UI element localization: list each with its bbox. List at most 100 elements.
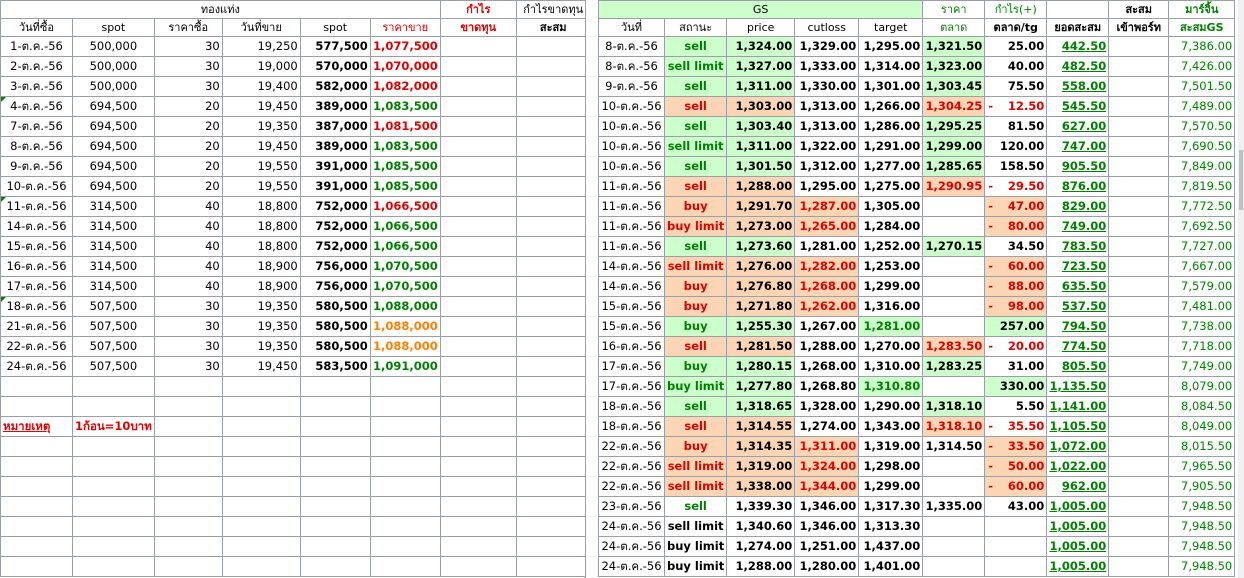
cum-total-cell[interactable]: 829.00 [1046,196,1110,217]
target-cell[interactable]: 1,299.00 [858,276,924,297]
empty-cell[interactable] [0,456,73,477]
scrollbar-thumb[interactable] [1239,150,1243,210]
sell-date-cell[interactable]: 18,800 [221,236,301,257]
status-cell[interactable]: buy limit [663,216,728,237]
profit-loss-cell[interactable] [439,316,517,337]
price-cell[interactable]: 1,288.00 [726,556,796,577]
empty-cell[interactable] [299,416,371,437]
profit-loss-cell[interactable] [439,196,517,217]
sell-date-cell[interactable]: 19,450 [221,136,301,157]
cutloss-cell[interactable]: 1,274.00 [794,416,860,437]
empty-cell[interactable] [0,376,73,397]
market-cell[interactable]: 1,270.15 [922,236,986,257]
status-cell[interactable]: sell [663,76,728,97]
cum-gs-cell[interactable]: 7,690.50 [1168,136,1236,157]
empty-cell[interactable] [299,496,371,517]
target-cell[interactable]: 1,277.00 [858,156,924,177]
port-cell[interactable] [1108,376,1170,397]
spot2-cell[interactable]: 756,000 [299,276,371,297]
sell-date-cell[interactable]: 19,350 [221,316,301,337]
empty-cell[interactable] [72,396,155,417]
cum-gs-cell[interactable]: 7,667.00 [1168,256,1236,277]
cutloss-cell[interactable]: 1,282.00 [794,256,860,277]
empty-cell[interactable] [369,436,441,457]
spot-cell[interactable]: 314,500 [72,276,155,297]
qty-cell[interactable]: 30 [153,76,223,97]
cutloss-cell[interactable]: 1,267.00 [794,316,860,337]
cum-gs-cell[interactable]: 7,489.00 [1168,96,1236,117]
profit-loss-cell[interactable] [439,176,517,197]
buy-date-cell[interactable]: 18-ต.ค.-56 [0,296,73,317]
status-cell[interactable]: buy [663,296,728,317]
empty-cell[interactable] [153,476,223,497]
buy-date-cell[interactable]: 16-ต.ค.-56 [0,256,73,277]
target-cell[interactable]: 1,401.00 [858,556,924,577]
sell-date-cell[interactable]: 19,350 [221,116,301,137]
cum-gs-cell[interactable]: 7,772.50 [1168,196,1236,217]
date-cell[interactable]: 16-ต.ค.-56 [598,336,665,357]
status-cell[interactable]: sell [663,416,728,437]
cutloss-cell[interactable]: 1,313.00 [794,116,860,137]
target-cell[interactable]: 1,252.00 [858,236,924,257]
market-cell[interactable]: 1,321.50 [922,36,986,57]
empty-cell[interactable] [369,476,441,497]
buy-date-cell[interactable]: 22-ต.ค.-56 [0,336,73,357]
cum-total-cell[interactable]: 876.00 [1046,176,1110,197]
sell-date-cell[interactable]: 19,550 [221,156,301,177]
port-cell[interactable] [1108,216,1170,237]
cum-gs-cell[interactable]: 8,084.50 [1168,396,1236,417]
empty-cell[interactable] [221,436,301,457]
port-cell[interactable] [1108,36,1170,57]
profit-cell[interactable]: 25.00 [984,36,1048,57]
date-cell[interactable]: 10-ต.ค.-56 [598,136,665,157]
spot-cell[interactable]: 507,500 [72,296,155,317]
cum-gs-cell[interactable]: 7,905.50 [1168,476,1236,497]
cum-total-cell[interactable]: 1,141.00 [1046,396,1110,417]
price-cell[interactable]: 1,288.00 [726,176,796,197]
status-cell[interactable]: buy [663,436,728,457]
spot2-cell[interactable]: 752,000 [299,196,371,217]
target-cell[interactable]: 1,343.00 [858,416,924,437]
target-cell[interactable]: 1,275.00 [858,176,924,197]
sell-date-cell[interactable]: 18,900 [221,276,301,297]
profit-cell[interactable]: 81.50 [984,116,1048,137]
cum-total-cell[interactable]: 1,005.00 [1046,556,1110,577]
qty-cell[interactable]: 40 [153,256,223,277]
profit-cell[interactable]: -29.50 [984,176,1048,197]
cutloss-cell[interactable]: 1,295.00 [794,176,860,197]
sell-price-cell[interactable]: 1,088,000 [369,336,441,357]
price-cell[interactable]: 1,338.00 [726,476,796,497]
price-cell[interactable]: 1,314.55 [726,416,796,437]
sell-date-cell[interactable]: 18,900 [221,256,301,277]
profit-cell[interactable]: -35.50 [984,416,1048,437]
profit-loss-cell[interactable] [439,156,517,177]
price-cell[interactable]: 1,327.00 [726,56,796,77]
cutloss-cell[interactable]: 1,311.00 [794,436,860,457]
date-cell[interactable]: 11-ต.ค.-56 [598,196,665,217]
spot-cell[interactable]: 694,500 [72,176,155,197]
profit-loss-cell[interactable] [439,256,517,277]
port-cell[interactable] [1108,316,1170,337]
cum-total-cell[interactable]: 1,022.00 [1046,456,1110,477]
market-cell[interactable]: 1,283.50 [922,336,986,357]
profit-loss-cell[interactable] [439,356,517,377]
port-cell[interactable] [1108,236,1170,257]
cum-total-cell[interactable]: 749.00 [1046,216,1110,237]
target-cell[interactable]: 1,270.00 [858,336,924,357]
spot2-cell[interactable]: 583,500 [299,356,371,377]
cutloss-cell[interactable]: 1,324.00 [794,456,860,477]
profit-loss-cell[interactable] [439,116,517,137]
cutloss-cell[interactable]: 1,344.00 [794,476,860,497]
profit-loss-cell[interactable] [439,76,517,97]
cumulative-cell[interactable] [515,276,591,297]
cum-gs-cell[interactable]: 7,965.50 [1168,456,1236,477]
price-cell[interactable]: 1,340.60 [726,516,796,537]
date-cell[interactable]: 24-ต.ค.-56 [598,536,665,557]
port-cell[interactable] [1108,516,1170,537]
empty-cell[interactable] [515,376,591,397]
spot-cell[interactable]: 507,500 [72,336,155,357]
buy-date-cell[interactable]: 2-ต.ค.-56 [0,56,73,77]
price-cell[interactable]: 1,274.00 [726,536,796,557]
market-cell[interactable] [922,476,986,497]
status-cell[interactable]: sell limit [663,456,728,477]
